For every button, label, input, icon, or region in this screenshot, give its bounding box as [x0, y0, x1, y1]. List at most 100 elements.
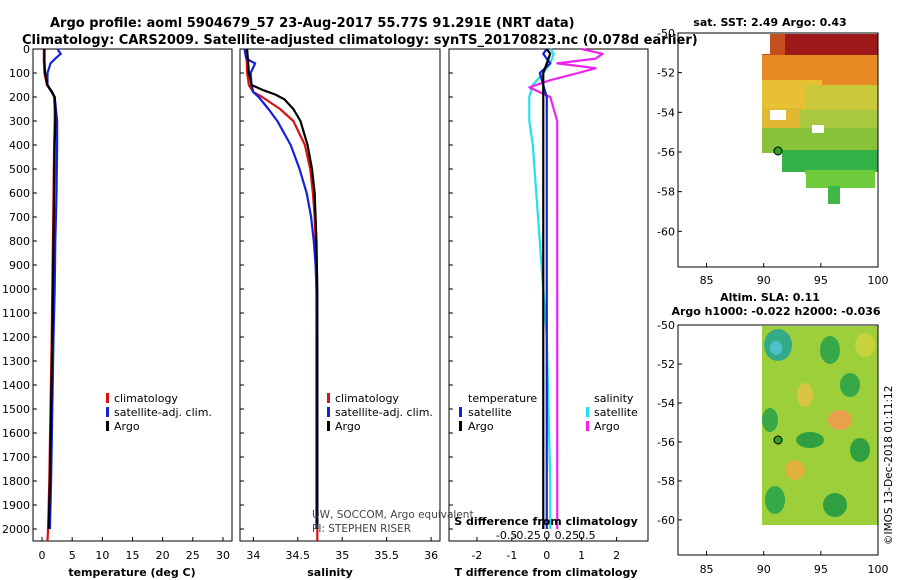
temperature-axis-label: temperature (deg C)	[68, 566, 195, 579]
x-tick-label: 35	[335, 549, 349, 562]
legend-swatch-sal-satellite	[586, 407, 589, 417]
temperature-profiles	[42, 48, 62, 542]
depth-tick-label: 400	[9, 139, 30, 152]
float-info-line2: PI: STEPHEN RISER	[312, 523, 411, 535]
legend-swatch-satellite	[106, 407, 109, 417]
depth-tick-label: 600	[9, 187, 30, 200]
sal-climatology-line	[245, 48, 319, 541]
map-x-tick-label: 100	[868, 563, 889, 576]
x-tick-label: 0	[39, 549, 46, 562]
diff-sal-satellite-line	[528, 47, 604, 529]
map-x-tick-label: 90	[757, 274, 771, 287]
x-tick-label: 34	[246, 549, 260, 562]
figure-title-line2: Climatology: CARS2009. Satellite-adjuste…	[22, 33, 698, 48]
difference-salinity-legend: salinity satellite Argo	[586, 392, 638, 433]
map-y-tick-label: -50	[657, 319, 675, 332]
depth-tick-label: 300	[9, 115, 30, 128]
x-tick-label: 36	[424, 549, 438, 562]
depth-tick-label: 1800	[2, 475, 30, 488]
s-tick-label: -0.25	[512, 529, 540, 542]
x-tick-label: 2	[613, 549, 620, 562]
temperature-panel-frame	[32, 48, 233, 542]
legend-label-sal-satellite: satellite	[594, 406, 638, 419]
legend-swatch-argo	[327, 421, 330, 431]
depth-tick-label: 1000	[2, 283, 30, 296]
sst-map-axes: 85 90 95 100 -50 -52 -54 -56 -58 -60	[657, 27, 888, 287]
depth-tick-label: 200	[9, 91, 30, 104]
salinity-profiles	[243, 48, 319, 541]
altimetry-map-axes: 85 90 95 100 -50 -52 -54 -56 -58 -60	[657, 319, 888, 576]
legend-label-climatology: climatology	[335, 392, 399, 405]
map-x-tick-label: 95	[814, 274, 828, 287]
altimetry-profile-location-marker	[773, 435, 783, 445]
salinity-legend: climatology satellite-adj. clim. Argo	[327, 392, 433, 433]
diff-temp-satellite-line	[528, 48, 555, 529]
s-tick-label: 0	[543, 529, 550, 542]
s-difference-axis-label: S difference from climatology	[454, 515, 638, 528]
map-y-tick-label: -60	[657, 225, 675, 238]
x-tick-label: 10	[95, 549, 109, 562]
depth-tick-label: 1300	[2, 355, 30, 368]
sal-argo-line	[246, 48, 319, 529]
legend-swatch-temp-argo	[459, 421, 462, 431]
depth-tick-label: 1700	[2, 451, 30, 464]
x-tick-label: 35.5	[374, 549, 399, 562]
map-y-tick-label: -58	[657, 475, 675, 488]
depth-tick-label: 900	[9, 259, 30, 272]
sst-map-frame	[677, 32, 879, 268]
x-tick-label: 0	[543, 549, 550, 562]
altimetry-map-frame	[677, 324, 879, 556]
depth-tick-label: 1500	[2, 403, 30, 416]
map-y-tick-label: -50	[657, 27, 675, 40]
sst-profile-location-marker	[773, 146, 783, 156]
depth-tick-label: 1400	[2, 379, 30, 392]
figure-title-line1: Argo profile: aoml 5904679_57 23-Aug-201…	[50, 16, 575, 31]
legend-label-temp-satellite: satellite	[468, 406, 512, 419]
sal-satellite-line	[243, 48, 318, 529]
map-y-tick-label: -56	[657, 436, 675, 449]
x-tick-label: -1	[506, 549, 517, 562]
legend-label-temp-argo: Argo	[468, 420, 494, 433]
x-tick-label: 15	[126, 549, 140, 562]
temp-argo-line	[43, 49, 57, 530]
s-tick-label: 0.25	[555, 529, 580, 542]
legend-swatch-climatology	[106, 393, 109, 403]
legend-swatch-satellite	[327, 407, 330, 417]
altimetry-map-subtitle: Argo h1000: -0.022 h2000: -0.036	[671, 305, 880, 318]
legend-title-temperature: temperature	[468, 392, 537, 405]
depth-axis: 0 100 200 300 400 500 600 700 800 900 1000 1100 1200…	[2, 43, 453, 536]
legend-swatch-argo	[106, 421, 109, 431]
map-x-tick-label: 85	[700, 274, 714, 287]
salinity-panel-frame	[239, 48, 441, 542]
x-tick-label: -2	[471, 549, 482, 562]
depth-tick-label: 2000	[2, 523, 30, 536]
legend-label-argo: Argo	[335, 420, 361, 433]
depth-tick-label: 500	[9, 163, 30, 176]
legend-label-argo: Argo	[114, 420, 140, 433]
s-tick-label: 0.5	[578, 529, 596, 542]
depth-tick-label: 700	[9, 211, 30, 224]
map-y-tick-label: -52	[657, 67, 675, 80]
x-tick-label: 20	[156, 549, 170, 562]
map-y-tick-label: -60	[657, 514, 675, 527]
legend-swatch-sal-argo	[586, 421, 589, 431]
depth-tick-label: 1200	[2, 331, 30, 344]
map-y-tick-label: -56	[657, 146, 675, 159]
temperature-x-axis: 0 5 10 15 20 25 30	[39, 537, 230, 562]
map-x-tick-label: 90	[757, 563, 771, 576]
depth-tick-label: 1600	[2, 427, 30, 440]
altimetry-heatmap	[762, 326, 878, 525]
map-x-tick-label: 100	[868, 274, 889, 287]
map-y-tick-label: -54	[657, 106, 675, 119]
legend-label-sal-argo: Argo	[594, 420, 620, 433]
difference-panel-frame	[448, 48, 649, 542]
s-difference-x-axis: -0.5-0.25 0 0.25 0.5	[496, 529, 596, 542]
legend-swatch-temp-satellite	[459, 407, 462, 417]
map-x-tick-label: 95	[814, 563, 828, 576]
legend-swatch-climatology	[327, 393, 330, 403]
difference-x-axis: -2 -1 0 1 2	[471, 537, 620, 562]
x-tick-label: 1	[578, 549, 585, 562]
temperature-legend: climatology satellite-adj. clim. Argo	[106, 392, 212, 433]
imos-credit: ©IMOS 13-Dec-2018 01:11:12	[883, 386, 895, 545]
